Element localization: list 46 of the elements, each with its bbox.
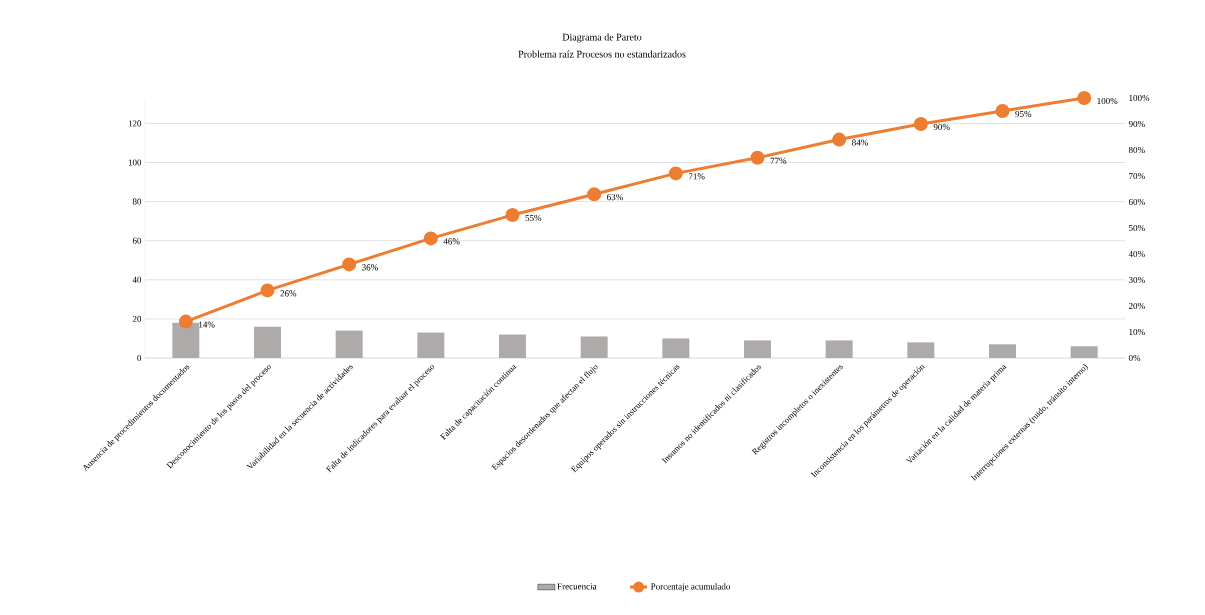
point xyxy=(178,314,193,329)
point xyxy=(342,257,357,272)
y-tick-label: 100 xyxy=(128,159,142,166)
point xyxy=(913,116,928,131)
y-tick-label: 120 xyxy=(128,120,142,127)
data-label: 77% xyxy=(770,157,787,164)
y2-tick-label: 10% xyxy=(1129,328,1145,336)
chart-title: Diagrama de Pareto xyxy=(562,33,642,43)
legend-label: Porcentaje acumulado xyxy=(650,583,731,592)
data-label: 95% xyxy=(1015,110,1032,118)
y-tick-label: 40 xyxy=(132,276,142,283)
y2-tick-label: 50% xyxy=(1129,224,1145,232)
y2-tick-label: 30% xyxy=(1128,276,1145,284)
point xyxy=(423,231,438,246)
y2-tick-label: 0% xyxy=(1128,354,1141,362)
point xyxy=(832,132,847,147)
y2-tick-label: 70% xyxy=(1129,172,1145,180)
chart-subtitle: Problema raíz Procesos no estandarizados xyxy=(518,50,686,58)
y2-tick-label: 20% xyxy=(1128,302,1145,310)
y-tick-label: 80 xyxy=(132,198,142,205)
y-tick-label: 60 xyxy=(132,237,142,244)
data-label: 14% xyxy=(199,321,215,328)
data-label: 46% xyxy=(443,238,460,245)
y2-tick-label: 40% xyxy=(1128,250,1145,258)
point xyxy=(750,150,765,165)
y2-tick-label: 80% xyxy=(1128,146,1145,154)
data-label: 55% xyxy=(525,214,542,222)
point xyxy=(1077,90,1092,105)
data-label: 26% xyxy=(280,290,297,297)
point xyxy=(995,103,1010,118)
legend-label: Frecuencia xyxy=(557,583,597,590)
y-tick-label: 0 xyxy=(137,354,142,362)
point xyxy=(505,207,520,222)
data-label: 100% xyxy=(1097,97,1118,105)
y2-tick-label: 60% xyxy=(1128,198,1145,206)
data-label: 90% xyxy=(933,123,950,131)
data-label: 71% xyxy=(688,173,705,180)
y-tick-label: 20 xyxy=(132,315,142,322)
data-label: 36% xyxy=(362,264,378,271)
data-label: 84% xyxy=(852,139,868,146)
y2-tick-label: 90% xyxy=(1128,120,1145,128)
data-label: 63% xyxy=(607,194,623,201)
y2-tick-label: 100% xyxy=(1129,94,1150,102)
point xyxy=(260,283,275,298)
point xyxy=(587,187,602,202)
point xyxy=(668,166,683,181)
